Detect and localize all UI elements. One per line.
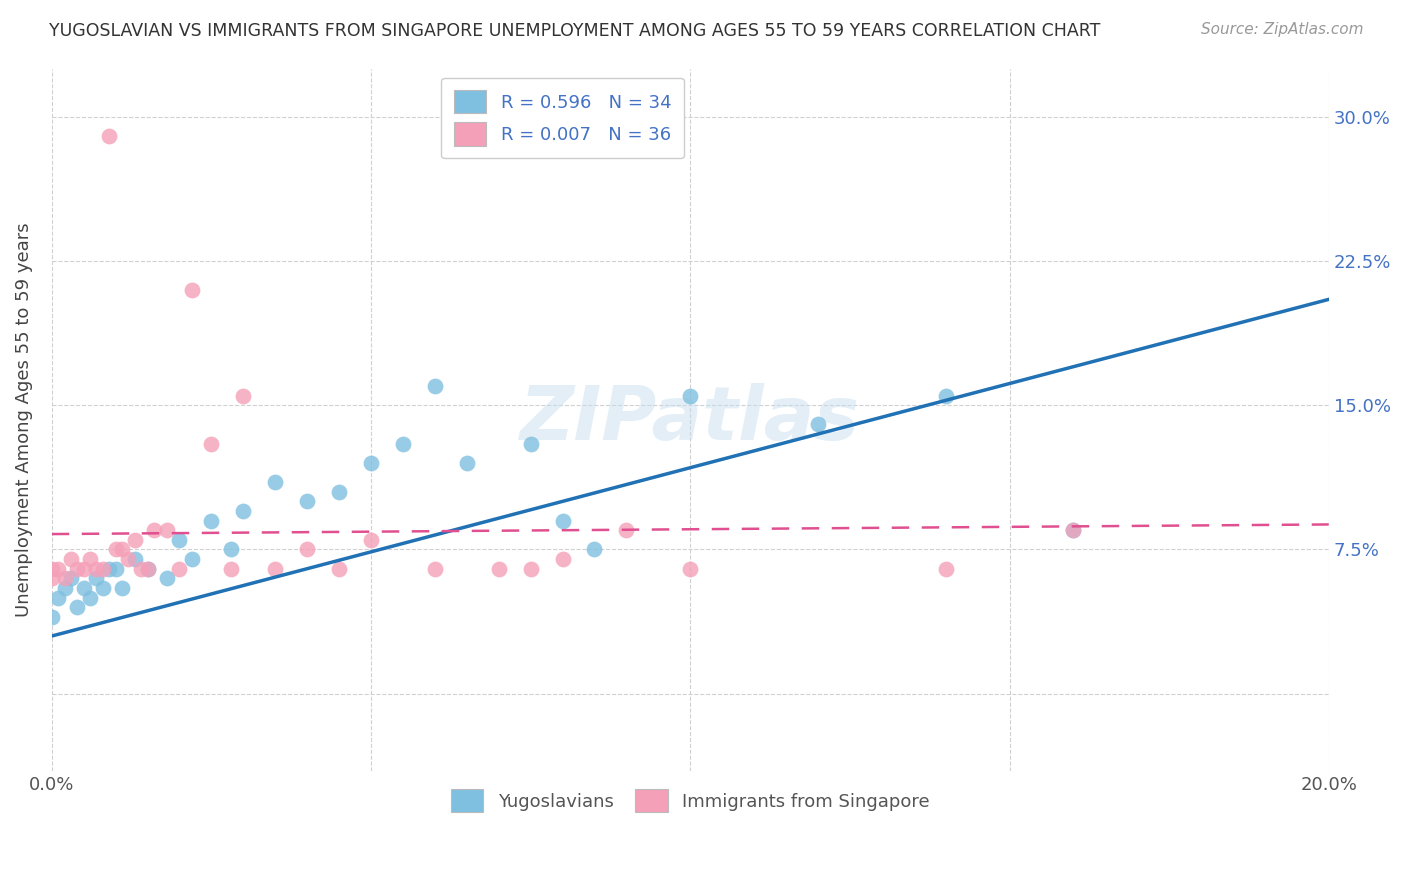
Point (360, 456, 382, 470)
Text: Source: ZipAtlas.com: Source: ZipAtlas.com (1201, 22, 1364, 37)
Text: ZIPatlas: ZIPatlas (520, 383, 860, 456)
Point (142, 523, 165, 537)
Point (111, 581, 134, 595)
Point (156, 571, 179, 585)
Point (73, 581, 96, 595)
Point (551, 552, 574, 566)
Point (295, 542, 318, 557)
Point (111, 542, 134, 557)
Point (41, 562, 63, 576)
Point (181, 552, 204, 566)
Point (519, 562, 541, 576)
Point (136, 562, 159, 576)
Point (1062, 523, 1084, 537)
Point (41, 609, 63, 624)
Point (136, 562, 159, 576)
Point (679, 562, 702, 576)
Point (200, 514, 222, 528)
Point (46, 591, 69, 605)
Point (91, 581, 114, 595)
Point (46, 562, 69, 576)
Point (53, 581, 76, 595)
Point (124, 552, 146, 566)
Point (935, 388, 957, 402)
Point (423, 379, 446, 393)
Point (232, 388, 254, 402)
Point (124, 533, 146, 547)
Point (59, 571, 82, 585)
Point (264, 475, 287, 490)
Point (59, 552, 82, 566)
Point (219, 562, 242, 576)
Point (41, 571, 63, 585)
Legend: Yugoslavians, Immigrants from Singapore: Yugoslavians, Immigrants from Singapore (439, 776, 942, 825)
Point (679, 388, 702, 402)
Point (98, 562, 121, 576)
Point (66, 562, 89, 576)
Point (264, 562, 287, 576)
Point (86, 562, 108, 576)
Point (392, 436, 415, 450)
Point (91, 562, 114, 576)
Point (98, 128, 121, 143)
Point (169, 562, 191, 576)
Point (156, 523, 179, 537)
Point (181, 283, 204, 297)
Point (200, 436, 222, 450)
Point (86, 571, 108, 585)
Point (488, 562, 510, 576)
Point (104, 542, 127, 557)
Point (66, 600, 89, 615)
Point (232, 504, 254, 518)
Point (1062, 523, 1084, 537)
Point (129, 562, 152, 576)
Point (456, 456, 478, 470)
Point (360, 533, 382, 547)
Point (423, 562, 446, 576)
Point (117, 552, 139, 566)
Point (79, 591, 101, 605)
Point (295, 494, 318, 508)
Point (583, 542, 606, 557)
Point (169, 533, 191, 547)
Point (935, 562, 957, 576)
Point (616, 523, 638, 537)
Point (519, 436, 541, 450)
Point (73, 562, 96, 576)
Point (807, 417, 830, 432)
Text: YUGOSLAVIAN VS IMMIGRANTS FROM SINGAPORE UNEMPLOYMENT AMONG AGES 55 TO 59 YEARS : YUGOSLAVIAN VS IMMIGRANTS FROM SINGAPORE… (49, 22, 1101, 40)
Point (79, 552, 101, 566)
Point (551, 514, 574, 528)
Y-axis label: Unemployment Among Ages 55 to 59 years: Unemployment Among Ages 55 to 59 years (15, 222, 32, 617)
Point (104, 562, 127, 576)
Point (328, 484, 350, 499)
Point (53, 571, 76, 585)
Point (219, 542, 242, 557)
Point (328, 562, 350, 576)
